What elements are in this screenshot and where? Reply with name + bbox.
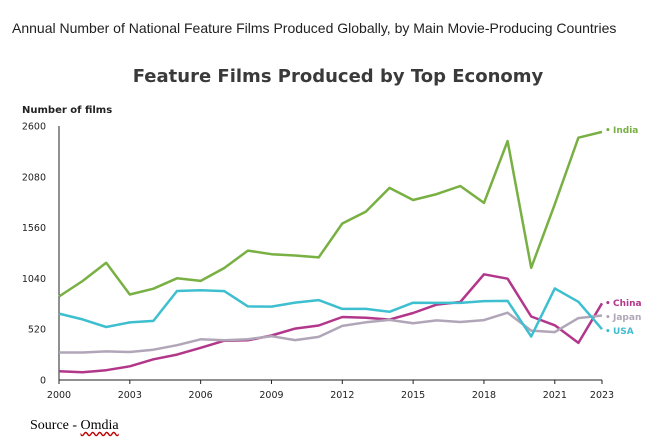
x-tick-label: 2009 bbox=[259, 390, 283, 401]
source-prefix: Source - bbox=[30, 418, 81, 433]
source-note: Source - Omdia bbox=[30, 418, 119, 434]
series-lines bbox=[58, 130, 604, 374]
series-labels: • India• China• Japan• USA bbox=[605, 126, 642, 337]
series-label-usa: USA bbox=[613, 327, 634, 337]
series-line-usa bbox=[58, 287, 603, 338]
y-tick-label: 2080 bbox=[22, 172, 46, 183]
series-dot-japan: • bbox=[605, 313, 611, 323]
chart-caption: Annual Number of National Feature Films … bbox=[12, 20, 617, 36]
x-ticks: 2000 2003 2006 2009 2012 2015 2018 2021 2023 bbox=[47, 380, 614, 401]
series-label-india: India bbox=[613, 126, 638, 136]
x-tick-label: 2000 bbox=[47, 390, 71, 401]
x-tick-label: 2021 bbox=[543, 390, 567, 401]
series-line-japan bbox=[59, 311, 603, 354]
series-dot-china: • bbox=[605, 299, 611, 309]
y-tick-label: 520 bbox=[28, 325, 46, 336]
y-tick-label: 2600 bbox=[22, 122, 46, 133]
x-tick-label: 2006 bbox=[189, 390, 213, 401]
x-tick-label: 2023 bbox=[590, 390, 614, 401]
y-ticks: 0 520 1040 1560 2080 2600 bbox=[22, 122, 46, 387]
x-tick-label: 2015 bbox=[401, 390, 425, 401]
x-tick-label: 2012 bbox=[330, 390, 354, 401]
series-label-japan: Japan bbox=[612, 313, 641, 323]
source-name: Omdia bbox=[80, 418, 119, 433]
y-tick-label: 1040 bbox=[22, 274, 46, 285]
y-tick-label: 1560 bbox=[22, 223, 46, 234]
chart-title: Feature Films Produced by Top Economy bbox=[133, 66, 544, 87]
y-axis-label: Number of films bbox=[22, 105, 112, 116]
x-tick-label: 2018 bbox=[472, 390, 496, 401]
series-dot-india: • bbox=[605, 126, 611, 136]
x-tick-label: 2003 bbox=[118, 390, 142, 401]
series-line-india bbox=[58, 130, 603, 298]
series-line-china bbox=[58, 273, 604, 374]
series-label-china: China bbox=[613, 299, 642, 309]
series-dot-usa: • bbox=[605, 327, 611, 337]
y-tick-label: 0 bbox=[40, 376, 46, 387]
